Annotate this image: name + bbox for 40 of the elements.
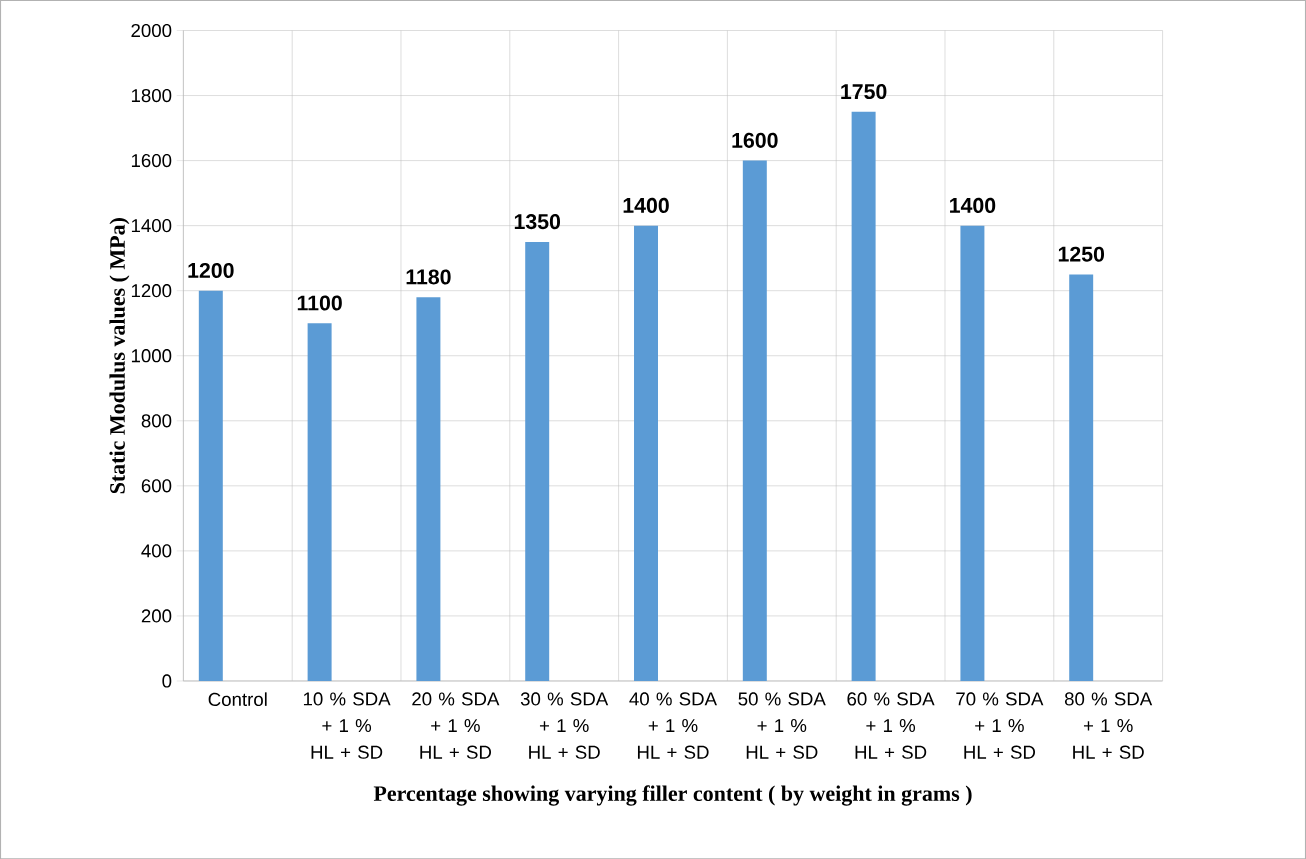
- bar: [742, 160, 767, 681]
- x-tick-label: 60 % SDA + 1 % HL + SD: [847, 692, 935, 759]
- y-axis-title: Static Modulus values ( MPa): [109, 217, 130, 493]
- data-label: 1200: [188, 262, 234, 278]
- data-label: 1600: [732, 132, 778, 148]
- bar: [1069, 274, 1094, 681]
- y-tick-label: 800: [141, 413, 172, 428]
- y-tick-label: 200: [141, 609, 172, 623]
- bar: [198, 290, 223, 681]
- data-label: 1400: [950, 197, 996, 213]
- x-tick-label: 20 % SDA + 1 % HL + SD: [412, 692, 500, 759]
- y-tick-label: 600: [141, 479, 172, 493]
- y-tick-label: 1600: [131, 153, 172, 168]
- bar: [960, 225, 985, 681]
- y-tick-label: 1000: [131, 348, 172, 363]
- x-tick-label: 10 % SDA + 1 % HL + SD: [303, 692, 391, 759]
- data-label: 1250: [1058, 246, 1105, 262]
- x-axis-title: Percentage showing varying filler content ( by weight in grams ): [373, 785, 972, 806]
- y-tick-label: 0: [162, 674, 172, 688]
- bar: [634, 225, 658, 681]
- x-tick-label: 30 % SDA + 1 % HL + SD: [520, 692, 609, 759]
- bar: [416, 297, 441, 681]
- y-tick-label: 400: [141, 544, 172, 558]
- x-tick-label: Control: [208, 692, 267, 706]
- data-label: 1750: [841, 83, 887, 99]
- bar: [307, 323, 332, 681]
- y-tick-label: 1400: [131, 218, 172, 233]
- data-label: 1350: [514, 213, 561, 230]
- data-label: 1400: [623, 197, 669, 213]
- data-label: 1180: [406, 269, 451, 285]
- y-tick-label: 1200: [131, 283, 172, 298]
- x-tick-label: 70 % SDA + 1 % HL + SD: [956, 692, 1044, 759]
- x-tick-label: 50 % SDA + 1 % HL + SD: [738, 692, 826, 759]
- y-tick-label: 2000: [131, 23, 172, 37]
- bar: [525, 241, 550, 681]
- bar: [851, 111, 876, 681]
- x-tick-label: 40 % SDA + 1 % HL + SD: [629, 692, 717, 759]
- x-tick-label: 80 % SDA + 1 % HL + SD: [1064, 692, 1153, 759]
- data-label: 1100: [297, 295, 342, 311]
- y-tick-label: 1800: [131, 88, 172, 102]
